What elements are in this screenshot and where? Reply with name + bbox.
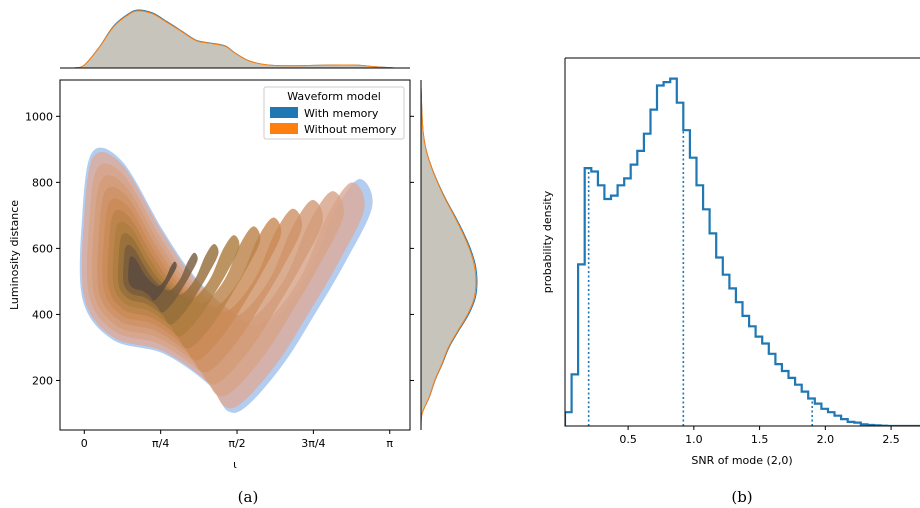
histogram-step-line xyxy=(565,77,920,426)
joint-xlabel: ι xyxy=(233,458,237,471)
quantile-lines xyxy=(587,130,813,426)
hist-axes-frame xyxy=(564,57,920,427)
panel-a: 0 π/4 π/2 3π/4 π 200 400 600 800 1000 ι Luminosi… xyxy=(8,9,478,506)
hist-x-tick-label-4: 2.5 xyxy=(882,433,900,446)
hist-ylabel: probability density xyxy=(541,190,554,293)
legend-swatch-without-memory xyxy=(270,123,298,134)
hist-x-tick-label-2: 1.5 xyxy=(751,433,769,446)
contour-level-2 xyxy=(92,175,323,385)
caption-b: (b) xyxy=(731,488,752,506)
hist-x-tick-label-3: 2.0 xyxy=(817,433,835,446)
caption-a: (a) xyxy=(238,488,259,506)
legend-frame xyxy=(263,86,405,140)
legend-title: Waveform model xyxy=(287,90,381,103)
hist-x-tick-label-1: 1.0 xyxy=(685,433,703,446)
legend-entry-without-memory: Without memory xyxy=(304,123,397,136)
joint-y-ticks: 200 400 600 800 1000 xyxy=(25,110,414,387)
contour-level-9 xyxy=(128,256,177,301)
joint-x-tick-label-3: 3π/4 xyxy=(301,437,325,450)
legend-swatch-with-memory xyxy=(270,107,298,118)
hist-xlabel: SNR of mode (2,0) xyxy=(691,454,792,467)
joint-y-tick-label-3: 800 xyxy=(32,176,53,189)
joint-y-tick-label-2: 600 xyxy=(32,242,53,255)
contour-level-3 xyxy=(97,186,303,373)
joint-y-tick-label-1: 400 xyxy=(32,308,53,321)
x-marginal-axes xyxy=(60,9,410,69)
joint-y-tick-label-0: 200 xyxy=(32,374,53,387)
joint-x-tick-label-4: π xyxy=(386,437,393,450)
x-marginal-without-memory xyxy=(74,10,396,69)
hist-x-ticks: 0.5 1.0 1.5 2.0 2.5 xyxy=(619,426,900,446)
joint-x-tick-label-2: π/2 xyxy=(228,437,245,450)
hist-x-tick-label-0: 0.5 xyxy=(619,433,637,446)
y-marginal-axes xyxy=(420,80,478,430)
joint-x-ticks: 0 π/4 π/2 3π/4 π xyxy=(81,430,393,450)
joint-ylabel: Luminosity distance xyxy=(8,200,21,310)
contour-level-1 xyxy=(86,163,344,397)
contour-level-7 xyxy=(117,233,219,325)
joint-x-tick-label-0: 0 xyxy=(81,437,88,450)
legend-entry-with-memory: With memory xyxy=(304,107,379,120)
contour-level-4 xyxy=(102,198,282,361)
panel-b: 0.5 1.0 1.5 2.0 2.5 SNR of mode (2,0) probab… xyxy=(541,57,920,506)
y-marginal-without-memory xyxy=(420,86,477,427)
joint-contours xyxy=(79,147,373,413)
joint-axes-frame xyxy=(59,79,411,431)
joint-x-tick-label-1: π/4 xyxy=(152,437,169,450)
contour-level-5 xyxy=(107,210,261,349)
contour-level-6 xyxy=(112,221,240,337)
contour-level-8 xyxy=(122,244,198,313)
contour-level-0 xyxy=(81,152,365,409)
joint-y-tick-label-4: 1000 xyxy=(25,110,53,123)
legend: Waveform model With memory Without memor… xyxy=(263,86,405,140)
